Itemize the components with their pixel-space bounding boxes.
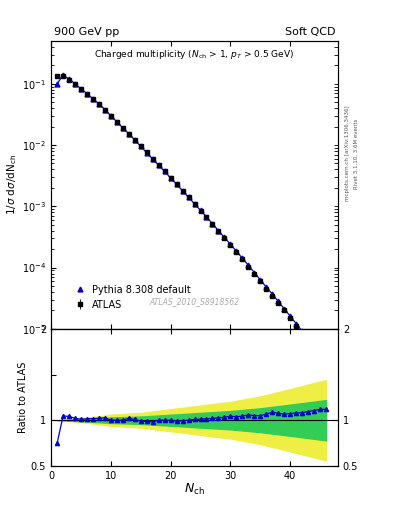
- Pythia 8.308 default: [210, 221, 215, 227]
- Pythia 8.308 default: [73, 81, 77, 87]
- Pythia 8.308 default: [120, 125, 125, 131]
- Pythia 8.308 default: [198, 207, 203, 214]
- Pythia 8.308 default: [288, 313, 292, 319]
- Pythia 8.308 default: [144, 150, 149, 156]
- Pythia 8.308 default: [180, 188, 185, 194]
- Pythia 8.308 default: [192, 201, 197, 207]
- Text: mcplots.cern.ch [arXiv:1306.3436]: mcplots.cern.ch [arXiv:1306.3436]: [345, 106, 350, 201]
- Pythia 8.308 default: [252, 269, 257, 275]
- Pythia 8.308 default: [312, 343, 316, 349]
- Pythia 8.308 default: [258, 277, 263, 283]
- Pythia 8.308 default: [216, 228, 221, 234]
- Pythia 8.308 default: [228, 241, 233, 247]
- Pythia 8.308 default: [168, 175, 173, 181]
- Line: Pythia 8.308 default: Pythia 8.308 default: [55, 73, 329, 365]
- X-axis label: $N_{\rm ch}$: $N_{\rm ch}$: [184, 482, 205, 497]
- Pythia 8.308 default: [97, 101, 101, 107]
- Pythia 8.308 default: [55, 81, 59, 87]
- Y-axis label: 1/$\sigma$ d$\sigma$/dN$_{\rm ch}$: 1/$\sigma$ d$\sigma$/dN$_{\rm ch}$: [6, 155, 19, 216]
- Pythia 8.308 default: [162, 168, 167, 175]
- Text: ATLAS_2010_S8918562: ATLAS_2010_S8918562: [149, 297, 240, 306]
- Pythia 8.308 default: [318, 352, 322, 358]
- Pythia 8.308 default: [108, 113, 113, 119]
- Text: Rivet 3.1.10, 3.6M events: Rivet 3.1.10, 3.6M events: [354, 118, 359, 189]
- Pythia 8.308 default: [67, 76, 72, 82]
- Pythia 8.308 default: [264, 284, 269, 290]
- Pythia 8.308 default: [156, 162, 161, 168]
- Pythia 8.308 default: [151, 156, 155, 162]
- Pythia 8.308 default: [204, 214, 209, 220]
- Pythia 8.308 default: [234, 248, 239, 254]
- Pythia 8.308 default: [246, 262, 251, 268]
- Pythia 8.308 default: [306, 336, 310, 342]
- Pythia 8.308 default: [61, 72, 65, 78]
- Pythia 8.308 default: [84, 91, 89, 97]
- Pythia 8.308 default: [186, 194, 191, 200]
- Pythia 8.308 default: [103, 106, 107, 113]
- Pythia 8.308 default: [222, 234, 227, 241]
- Pythia 8.308 default: [240, 255, 245, 261]
- Pythia 8.308 default: [324, 359, 329, 366]
- Pythia 8.308 default: [270, 291, 275, 297]
- Pythia 8.308 default: [114, 119, 119, 125]
- Pythia 8.308 default: [300, 328, 305, 334]
- Legend: Pythia 8.308 default, ATLAS: Pythia 8.308 default, ATLAS: [73, 285, 190, 310]
- Pythia 8.308 default: [132, 137, 137, 143]
- Pythia 8.308 default: [276, 298, 281, 305]
- Pythia 8.308 default: [174, 181, 179, 187]
- Pythia 8.308 default: [90, 96, 95, 102]
- Pythia 8.308 default: [127, 131, 131, 137]
- Text: Charged multiplicity ($N_{\rm ch}$ > 1, $p_T$ > 0.5 GeV): Charged multiplicity ($N_{\rm ch}$ > 1, …: [94, 48, 295, 61]
- Pythia 8.308 default: [138, 143, 143, 150]
- Text: 900 GeV pp: 900 GeV pp: [54, 27, 119, 37]
- Y-axis label: Ratio to ATLAS: Ratio to ATLAS: [18, 361, 28, 433]
- Pythia 8.308 default: [79, 86, 83, 92]
- Pythia 8.308 default: [282, 306, 286, 312]
- Pythia 8.308 default: [294, 321, 299, 327]
- Text: Soft QCD: Soft QCD: [285, 27, 335, 37]
